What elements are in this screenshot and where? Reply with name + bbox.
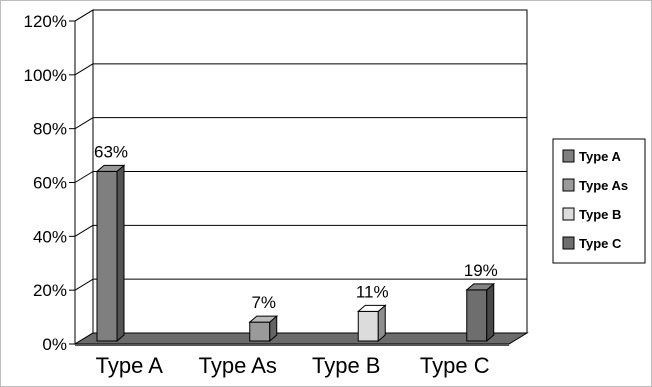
bar-front	[96, 170, 118, 342]
bar-top	[356, 304, 387, 312]
legend-label: Type B	[579, 207, 621, 222]
gridline-side	[74, 9, 94, 22]
floor-plane	[73, 332, 529, 345]
legend-label: Type C	[579, 236, 622, 251]
bar-top	[95, 164, 126, 172]
legend-swatch	[562, 207, 575, 221]
legend-swatch	[562, 236, 575, 250]
y-tick-label: 0%	[42, 335, 67, 354]
y-tick-label: 80%	[33, 120, 67, 139]
bars	[95, 164, 496, 343]
chart-floor	[73, 332, 529, 346]
bar-side	[116, 164, 125, 343]
y-tick-label: 120%	[24, 12, 67, 31]
bar-front	[466, 289, 488, 342]
bar-top	[465, 283, 496, 291]
data-label-1: 63%	[94, 142, 128, 161]
y-tick-label: 40%	[33, 227, 67, 246]
x-category-label: Type A	[96, 353, 164, 378]
y-tick-label: 100%	[24, 66, 67, 85]
bar-3	[356, 304, 387, 343]
floor-edge	[75, 344, 509, 346]
x-axis-categories: Type A Type As Type B Type C	[96, 353, 490, 378]
bar-side	[486, 282, 495, 343]
x-category-label: Type As	[199, 353, 277, 378]
gridline-side	[74, 171, 94, 183]
bar-4	[465, 282, 496, 343]
legend-label: Type A	[579, 149, 622, 164]
y-tick-label: 20%	[33, 281, 67, 300]
gridline-side	[74, 63, 94, 76]
x-category-label: Type C	[420, 353, 490, 378]
gridline-side	[74, 117, 94, 130]
x-category-label: Type B	[312, 353, 380, 378]
data-label-2: 7%	[251, 293, 276, 312]
data-label-3: 11%	[356, 282, 389, 301]
bar-front	[249, 321, 271, 342]
bar-top	[248, 315, 279, 323]
bar-2	[248, 315, 279, 343]
legend-swatch	[562, 178, 575, 192]
legend-swatch	[562, 149, 575, 163]
legend: Type A Type As Type B Type C	[552, 138, 646, 264]
gridline-side	[74, 224, 94, 237]
chart-walls	[74, 9, 528, 345]
gridlines	[74, 9, 527, 291]
bar-1	[95, 164, 126, 343]
data-labels: 63% 7% 11% 19%	[94, 142, 498, 312]
y-tick-label: 60%	[33, 174, 67, 193]
data-label-4: 19%	[464, 261, 498, 280]
bar-front	[357, 310, 379, 342]
legend-label: Type As	[579, 178, 628, 193]
y-axis-ticks: 0% 20% 40% 60% 80% 100% 120%	[24, 12, 76, 354]
gridline-side	[74, 278, 94, 291]
